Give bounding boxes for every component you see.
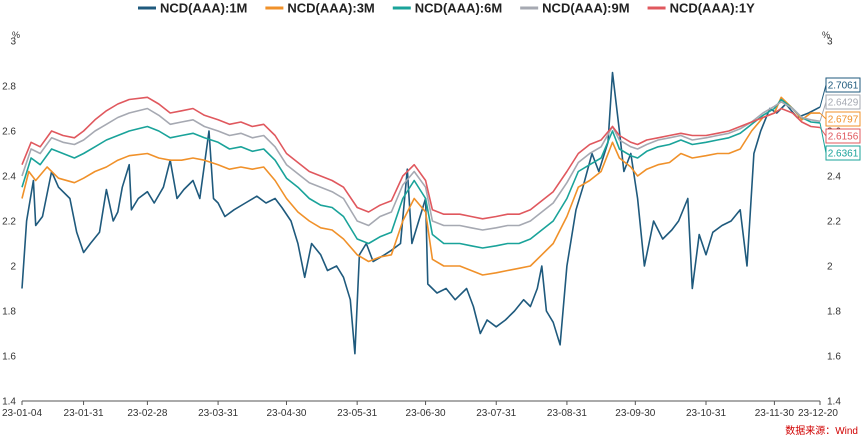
x-tick-label: 23-12-20 — [798, 408, 838, 419]
legend-label: NCD(AAA):9M — [542, 1, 629, 16]
y-tick-label-right: 1.8 — [827, 307, 841, 318]
end-label-leader — [819, 84, 827, 108]
x-tick-label: 23-01-04 — [2, 408, 42, 419]
end-label-leader — [819, 101, 827, 122]
end-label-value: 2.6429 — [828, 98, 859, 109]
y-tick-label-right: 1.6 — [827, 352, 841, 363]
chart-end-labels: 2.7061 2.6429 2.6797 2.6156 2.6361 — [819, 77, 861, 161]
x-tick-label: 23-09-30 — [615, 408, 655, 419]
end-label-value: 2.6361 — [828, 149, 859, 160]
y-tick-label-left: 2.2 — [2, 217, 16, 228]
x-tick-label: 23-07-31 — [476, 408, 516, 419]
y-tick-label-right: 3 — [827, 37, 833, 48]
y-tick-label-left: 2.4 — [2, 172, 16, 183]
x-tick-label: 23-11-30 — [755, 408, 795, 419]
y-tick-label-right: 2.4 — [827, 172, 841, 183]
end-label-value: 2.6156 — [828, 132, 859, 143]
x-tick-label: 23-05-31 — [337, 408, 377, 419]
x-tick-label: 23-03-31 — [198, 408, 238, 419]
y-tick-label-right: 1.4 — [827, 397, 841, 408]
y-tick-label-left: 1.6 — [2, 352, 16, 363]
y-tick-label-right: 2 — [827, 262, 833, 273]
x-tick-label: 23-08-31 — [547, 408, 587, 419]
y-tick-label-left: 2 — [10, 262, 16, 273]
y-unit-left: % — [12, 30, 20, 40]
end-label-box — [825, 77, 861, 93]
chart-axes: %%332.82.82.62.62.42.42.22.2221.81.81.61… — [2, 30, 841, 419]
x-tick-label: 23-02-28 — [127, 408, 167, 419]
y-tick-label-left: 2.8 — [2, 82, 16, 93]
end-label-box — [825, 111, 861, 127]
end-label-leader — [819, 122, 827, 154]
x-tick-label: 23-10-31 — [686, 408, 726, 419]
source-note: 数据来源：Wind — [785, 424, 858, 437]
series-line-NCD(AAA):1Y — [21, 96, 821, 220]
series-line-NCD(AAA):1M — [21, 71, 821, 355]
end-label-box — [825, 128, 861, 144]
x-tick-label: 23-06-30 — [406, 408, 446, 419]
end-label-value: 2.7061 — [828, 81, 859, 92]
y-tick-label-left: 3 — [10, 37, 16, 48]
legend-label: NCD(AAA):1Y — [670, 1, 756, 16]
series-line-NCD(AAA):6M — [21, 98, 821, 249]
legend-label: NCD(AAA):6M — [415, 1, 502, 16]
chart-legend: NCD(AAA):1M NCD(AAA):3M NCD(AAA):6M NCD(AAA… — [138, 1, 755, 16]
y-tick-label-left: 1.4 — [2, 397, 16, 408]
legend-label: NCD(AAA):1M — [160, 1, 247, 16]
end-label-box — [825, 145, 861, 161]
end-label-leader — [819, 112, 827, 120]
y-tick-label-right: 2.2 — [827, 217, 841, 228]
end-label-box — [825, 94, 861, 110]
series-line-NCD(AAA):3M — [21, 96, 821, 276]
x-tick-label: 23-01-31 — [64, 408, 104, 419]
end-label-value: 2.6797 — [828, 115, 859, 126]
y-tick-label-left: 2.6 — [2, 127, 16, 138]
chart-series-lines — [21, 71, 821, 355]
series-line-NCD(AAA):9M — [21, 101, 821, 231]
x-tick-label: 23-04-30 — [266, 408, 306, 419]
y-unit-right: % — [822, 30, 830, 40]
y-tick-label-left: 1.8 — [2, 307, 16, 318]
legend-label: NCD(AAA):3M — [287, 1, 374, 16]
